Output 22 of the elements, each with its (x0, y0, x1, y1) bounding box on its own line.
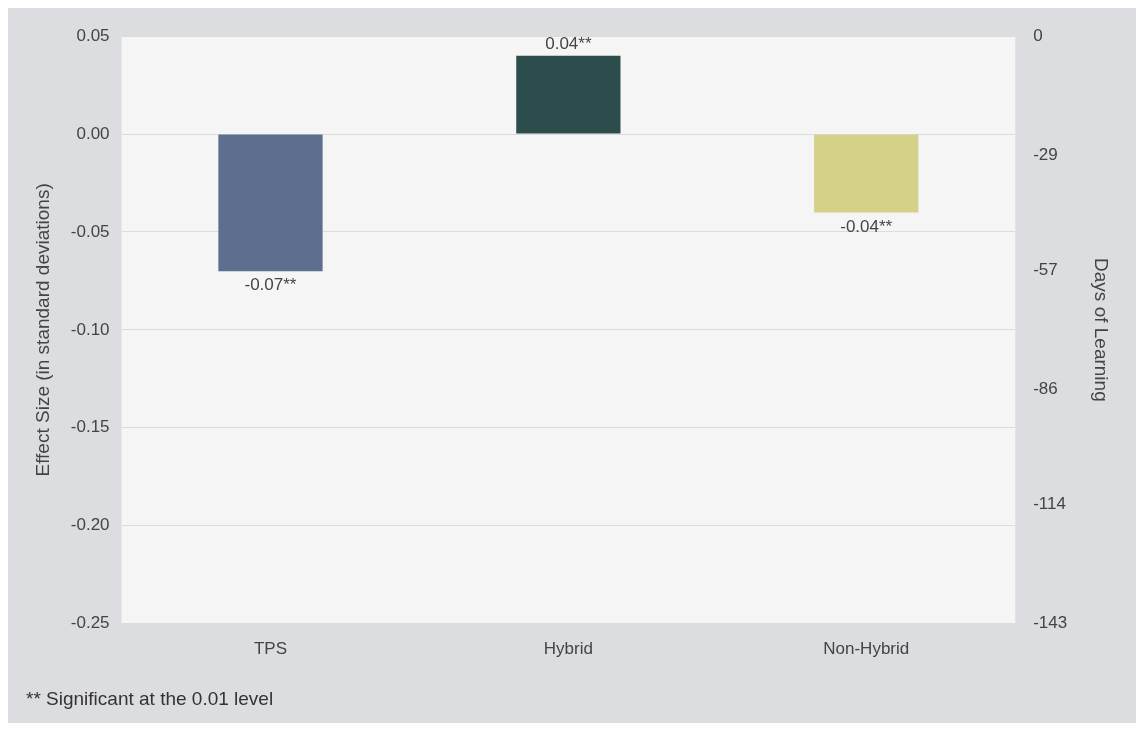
y2-tick-label: -29 (1033, 145, 1058, 165)
text: ** Significant at the 0.01 level (26, 688, 274, 710)
y-tick-label: -0.25 (70, 613, 110, 633)
data-label: -0.07** (244, 275, 297, 295)
y-tick-label: 0.05 (76, 25, 110, 45)
y2-tick-label: -57 (1033, 260, 1058, 280)
y2-tick-label: -143 (1033, 613, 1068, 633)
data-label: 0.04** (545, 33, 592, 53)
y-tick-label: -0.20 (70, 515, 110, 535)
x-tick-label: Hybrid (543, 639, 593, 659)
y2-tick-label: -86 (1033, 379, 1058, 399)
y-tick-label: 0.00 (76, 123, 110, 143)
y2-tick-label: 0 (1033, 25, 1043, 45)
y-tick-label: -0.15 (70, 417, 110, 437)
y-axis-title: Effect Size (in standard deviations) (31, 183, 53, 477)
data-label: -0.04** (840, 216, 893, 236)
y2-axis-title: Days of Learning (1091, 258, 1113, 402)
y-tick-label: -0.10 (70, 319, 110, 339)
y2-tick-label: -114 (1033, 494, 1066, 514)
x-tick-label: Non-Hybrid (823, 639, 910, 659)
x-tick-label: TPS (253, 639, 288, 659)
y-tick-label: -0.05 (70, 221, 110, 241)
